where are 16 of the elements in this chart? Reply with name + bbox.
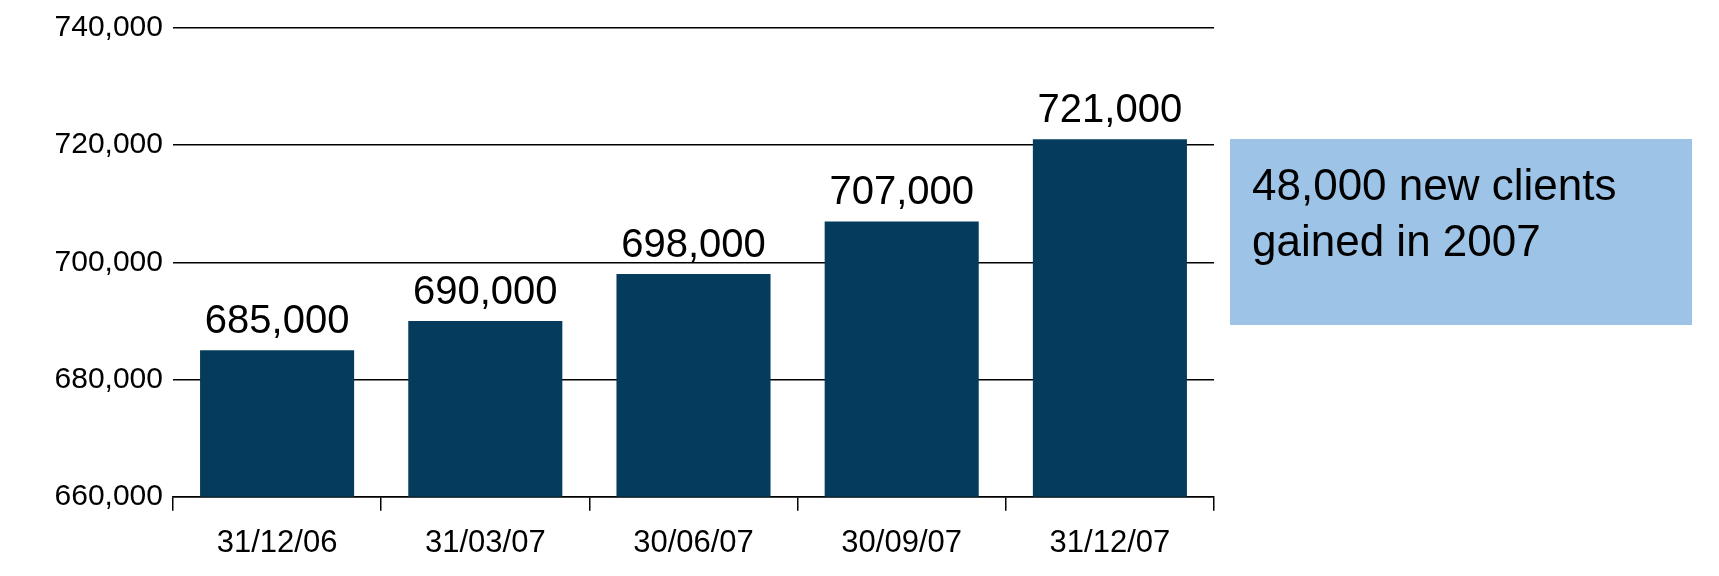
data-label: 721,000 [1037, 86, 1183, 131]
y-tick-label: 700,000 [54, 243, 163, 277]
data-label: 685,000 [204, 297, 350, 342]
x-tick-label: 31/12/06 [216, 523, 338, 559]
y-tick-label: 720,000 [54, 126, 163, 160]
x-tick-label: 30/06/07 [633, 523, 754, 559]
x-tick-label: 31/03/07 [424, 523, 546, 559]
y-tick-label: 660,000 [54, 478, 163, 512]
x-tick-label: 30/09/07 [841, 523, 963, 559]
y-tick-label: 680,000 [54, 360, 163, 394]
y-tick-label: 740,000 [54, 9, 163, 43]
data-label: 690,000 [413, 268, 558, 313]
text: 48,000 new clients gained in 2007 [1230, 139, 1692, 325]
data-label: 698,000 [621, 221, 766, 266]
x-tick-label: 31/12/07 [1049, 523, 1171, 559]
data-label: 707,000 [829, 168, 974, 213]
